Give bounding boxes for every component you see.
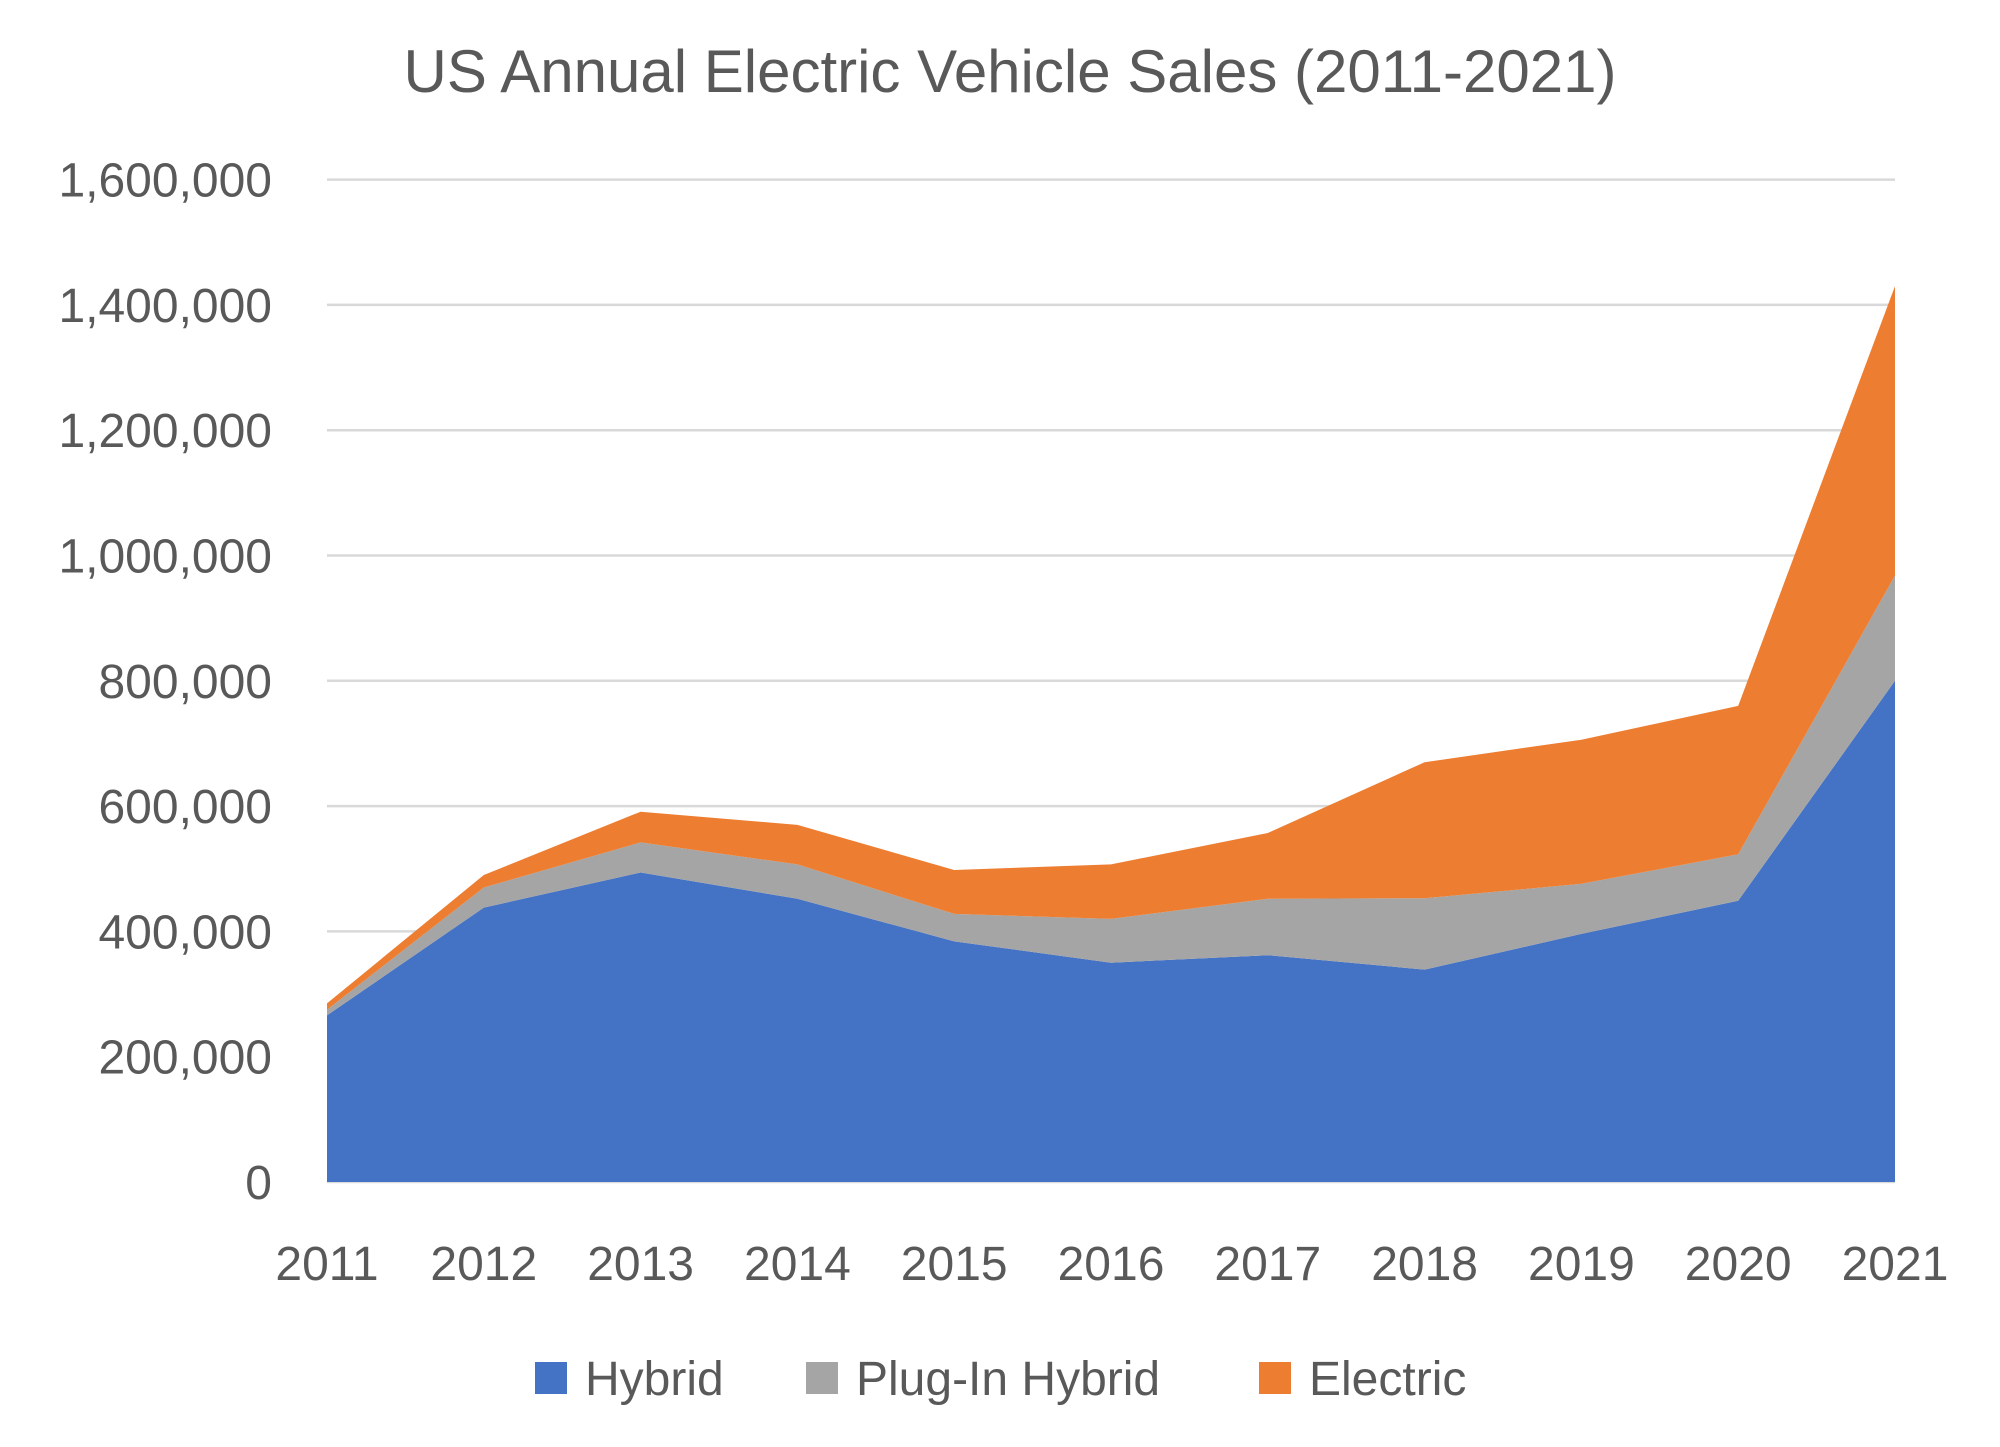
x-tick-label: 2017 [1214, 1238, 1321, 1291]
y-tick-label: 1,000,000 [58, 531, 272, 584]
x-tick-label: 2011 [275, 1238, 378, 1291]
y-tick-label: 800,000 [98, 656, 272, 709]
legend-swatch-plug-in-hybrid [806, 1362, 838, 1394]
y-tick-label: 600,000 [98, 781, 272, 834]
x-tick-label: 2012 [430, 1238, 537, 1291]
y-tick-label: 1,200,000 [58, 405, 272, 458]
hybrid-area [327, 680, 1895, 1182]
x-axis-tick-labels: 2011 2012 2013 2014 2015 2016 2017 2018 2019 2020… [275, 1238, 1948, 1291]
x-tick-label: 2021 [1842, 1238, 1949, 1291]
legend-label-hybrid: Hybrid [585, 1353, 724, 1406]
legend-label-plug-in-hybrid: Plug-In Hybrid [856, 1353, 1160, 1406]
x-tick-label: 2016 [1058, 1238, 1165, 1291]
legend: Hybrid Plug-In Hybrid Electric [535, 1353, 1466, 1406]
legend-swatch-electric [1259, 1362, 1291, 1394]
chart-title: US Annual Electric Vehicle Sales (2011-2… [404, 38, 1617, 105]
x-tick-label: 2015 [901, 1238, 1008, 1291]
y-tick-label: 1,600,000 [58, 155, 272, 208]
x-tick-label: 2014 [744, 1238, 851, 1291]
legend-swatch-hybrid [535, 1362, 567, 1394]
series-areas [327, 286, 1895, 1182]
electric-area [327, 286, 1895, 1010]
y-tick-label: 200,000 [98, 1032, 272, 1085]
y-tick-label: 0 [245, 1157, 272, 1210]
legend-label-electric: Electric [1309, 1353, 1466, 1406]
x-tick-label: 2020 [1685, 1238, 1792, 1291]
x-tick-label: 2019 [1528, 1238, 1635, 1291]
y-tick-label: 400,000 [98, 906, 272, 959]
plug-in-hybrid-area [327, 575, 1895, 1016]
x-tick-label: 2013 [587, 1238, 694, 1291]
x-tick-label: 2018 [1371, 1238, 1478, 1291]
y-tick-label: 1,400,000 [58, 280, 272, 333]
y-axis-tick-labels: 0 200,000 400,000 600,000 800,000 1,000,000 1,… [58, 155, 272, 1210]
